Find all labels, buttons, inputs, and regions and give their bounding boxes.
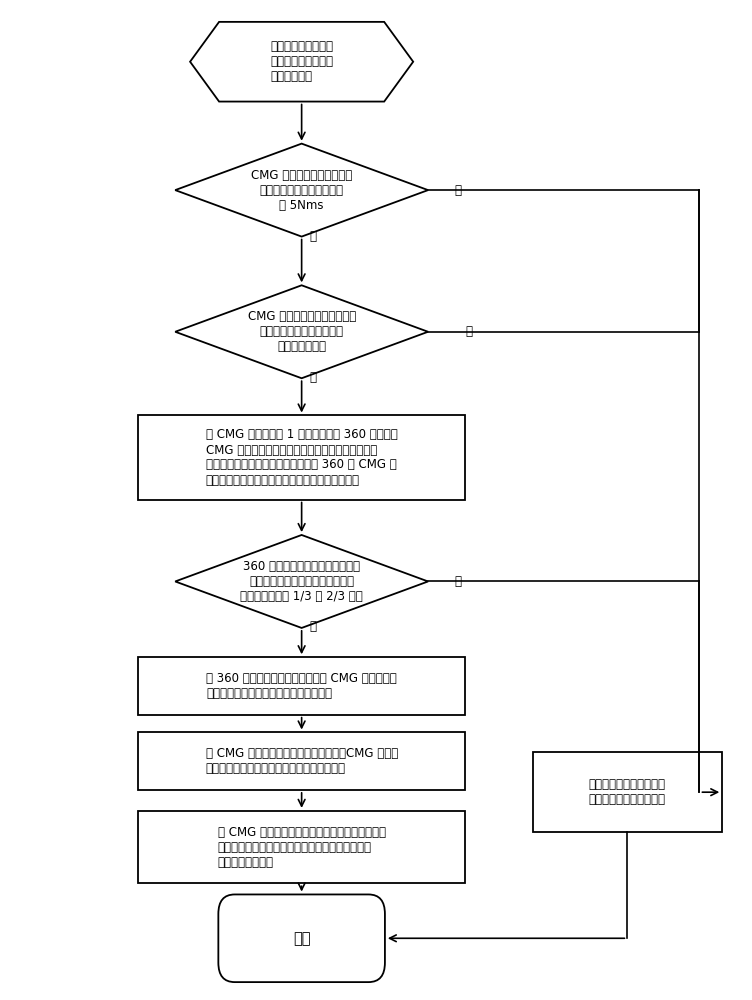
Text: CMG 高速转子角动量矢量与三
个动量轮中的任意两个角动
量矢量是否共面: CMG 高速转子角动量矢量与三 个动量轮中的任意两个角动 量矢量是否共面 [247,310,356,353]
Text: 当 CMG 高速转子启动到额定转速且动量轮的角动
量达到标称偏置角动量后，系统进入三个动量轮控
制的稳态控制模式: 当 CMG 高速转子启动到额定转速且动量轮的角动 量达到标称偏置角动量后，系统进… [217,826,386,869]
Text: 否: 否 [454,184,461,197]
Text: 360 组备选数据中是否有数据满足
三个动量轮的偏置角动量均在动量
轮最大角动量的 1/3 至 2/3 之间: 360 组备选数据中是否有数据满足 三个动量轮的偏置角动量均在动量 轮最大角动量… [240,560,363,603]
Text: 卫星控制系统采用三个动
量轮过零使用的控制方式: 卫星控制系统采用三个动 量轮过零使用的控制方式 [589,778,666,806]
Text: 否: 否 [454,575,461,588]
Text: 从 360 组备选数据中选择一组作为 CMG 低速框架期
望角度以及三个动量轮的标称偏置角动量: 从 360 组备选数据中选择一组作为 CMG 低速框架期 望角度以及三个动量轮的… [206,672,397,700]
Text: 结束: 结束 [293,931,311,946]
Text: 否: 否 [309,371,317,384]
Text: 将 CMG 低速框架转到期望角度并锁定，CMG 高速转
子加电并同时上注三个动量轮的偏置角动量值: 将 CMG 低速框架转到期望角度并锁定，CMG 高速转 子加电并同时上注三个动量… [205,747,398,775]
Text: 是: 是 [465,325,472,338]
Text: 将 CMG 低速框架以 1 度的步距旋转 360 度，依据
CMG 高速转子角动量矢量与三个动量轮角动量矢量
的矢量和为零的约束条件，计算得到 360 组 CM: 将 CMG 低速框架以 1 度的步距旋转 360 度，依据 CMG 高速转子角动… [206,428,398,487]
Text: 基于混合执行机构的
卫星控制系统可用动
量轮为三个时: 基于混合执行机构的 卫星控制系统可用动 量轮为三个时 [270,40,333,83]
Text: CMG 高速转子角动量与动量
轮最大角动量差值绝对值小
于 5Nms: CMG 高速转子角动量与动量 轮最大角动量差值绝对值小 于 5Nms [251,169,352,212]
Text: 是: 是 [309,230,317,243]
Text: 是: 是 [309,620,317,633]
